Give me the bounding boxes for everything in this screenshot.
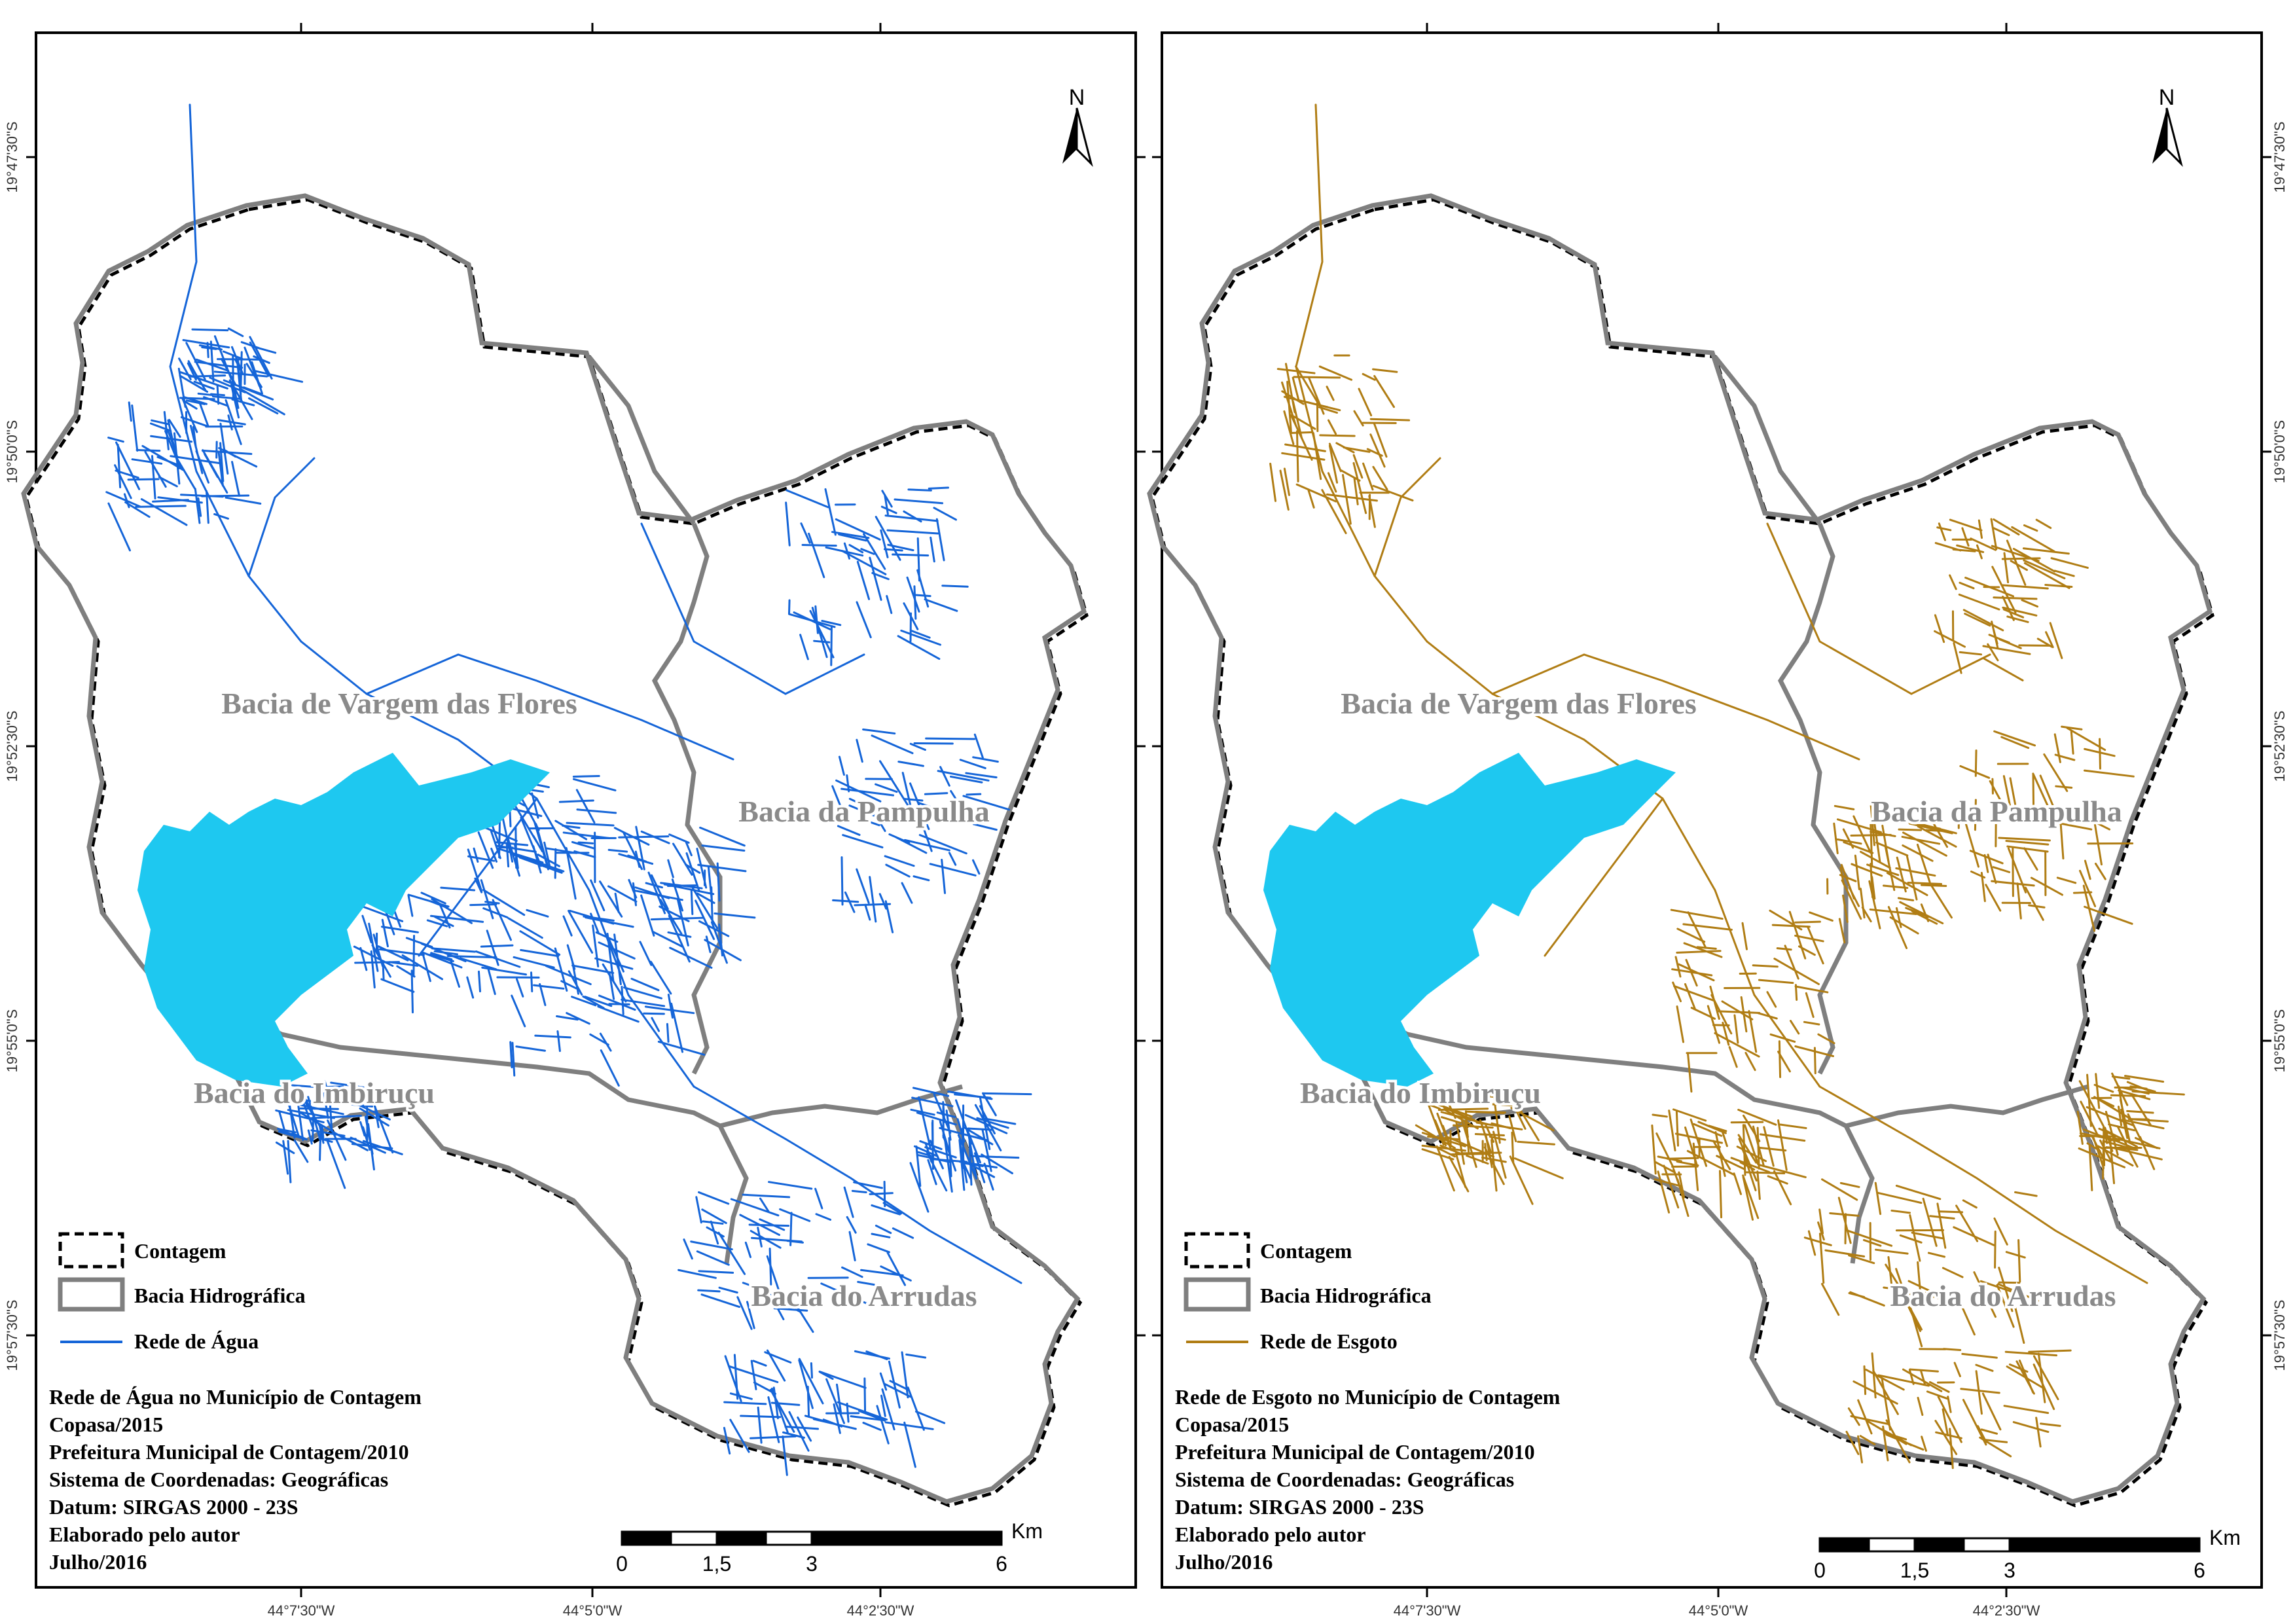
map-info: Rede de Esgoto no Município de Contagem C…: [1175, 1385, 1561, 1574]
svg-text:Rede de Esgoto no Município de: Rede de Esgoto no Município de Contagem: [1175, 1385, 1561, 1409]
svg-text:Sistema de Coordenadas: Geográ: Sistema de Coordenadas: Geográficas: [49, 1468, 388, 1491]
svg-text:Datum: SIRGAS 2000 - 23S: Datum: SIRGAS 2000 - 23S: [49, 1495, 298, 1519]
map-info: Rede de Água no Município de Contagem Cop…: [49, 1385, 422, 1574]
basin-label: Bacia de Vargem das Flores: [221, 687, 577, 720]
latitude-label: 19°52'30"S: [2271, 711, 2288, 782]
svg-text:0: 0: [616, 1552, 628, 1576]
basin-label: Bacia do Arrudas: [1890, 1279, 2116, 1312]
map-frame: [1161, 31, 2263, 1589]
svg-text:Elaborado pelo autor: Elaborado pelo autor: [1175, 1523, 1366, 1546]
svg-text:Rede de Água no Município de C: Rede de Água no Município de Contagem: [49, 1385, 422, 1409]
svg-text:Julho/2016: Julho/2016: [1175, 1550, 1273, 1574]
latitude-label: 19°57'30"S: [2271, 1300, 2288, 1371]
network-lines: [105, 103, 1032, 1476]
svg-text:Km: Km: [2209, 1526, 2241, 1549]
svg-text:Copasa/2015: Copasa/2015: [49, 1413, 163, 1436]
legend: Contagem Bacia Hidrográfica Rede de Água: [58, 1232, 306, 1353]
latitude-label: 19°47'30"S: [2271, 122, 2288, 193]
svg-text:Bacia Hidrográfica: Bacia Hidrográfica: [1260, 1284, 1432, 1307]
svg-text:6: 6: [996, 1552, 1007, 1576]
svg-text:Prefeitura Municipal de Contag: Prefeitura Municipal de Contagem/2010: [49, 1440, 409, 1464]
longitude-label: 44°2'30"W: [847, 1602, 914, 1619]
sewer-network-map: 19°47'30"S 19°50'0"S 19°52'30"S 19°55'0"S 19…: [1149, 23, 2288, 1619]
north-arrow-icon: N: [1062, 85, 1093, 167]
latitude-label: 19°50'0"S: [4, 420, 20, 484]
latitude-label: 19°47'30"S: [4, 122, 20, 193]
svg-text:Rede de Esgoto: Rede de Esgoto: [1260, 1329, 1398, 1353]
svg-text:Bacia Hidrográfica: Bacia Hidrográfica: [134, 1284, 306, 1307]
svg-text:Contagem: Contagem: [1260, 1239, 1352, 1263]
legend: Contagem Bacia Hidrográfica Rede de Esgoto: [1184, 1232, 1432, 1353]
north-arrow-icon: N: [2152, 85, 2183, 167]
map-frame: [35, 31, 1137, 1589]
svg-text:Copasa/2015: Copasa/2015: [1175, 1413, 1289, 1436]
water-network-map: 19°47'30"S 19°50'0"S 19°52'30"S 19°55'0"S 19…: [4, 23, 1146, 1619]
svg-text:0: 0: [1814, 1559, 1826, 1582]
svg-text:6: 6: [2194, 1559, 2205, 1582]
svg-text:Datum: SIRGAS 2000 - 23S: Datum: SIRGAS 2000 - 23S: [1175, 1495, 1424, 1519]
basin-label: Bacia da Pampulha: [1871, 795, 2122, 828]
svg-text:N: N: [2159, 85, 2175, 110]
svg-text:Sistema de Coordenadas: Geográ: Sistema de Coordenadas: Geográficas: [1175, 1468, 1514, 1491]
svg-text:3: 3: [2004, 1559, 2015, 1582]
scale-bar: 0 1,5 3 6Km: [616, 1519, 1043, 1576]
latitude-label: 19°55'0"S: [4, 1009, 20, 1073]
svg-text:Rede de Água: Rede de Água: [134, 1329, 259, 1353]
svg-text:N: N: [1069, 85, 1085, 110]
longitude-label: 44°2'30"W: [1973, 1602, 2040, 1619]
network-lines: [1269, 103, 2185, 1470]
svg-text:1,5: 1,5: [1900, 1559, 1929, 1582]
basin-label: Bacia do Imbiruçu: [1300, 1076, 1541, 1110]
longitude-label: 44°5'0"W: [563, 1602, 623, 1619]
svg-text:Contagem: Contagem: [134, 1239, 226, 1263]
latitude-label: 19°52'30"S: [4, 711, 20, 782]
basin-label: Bacia do Arrudas: [751, 1279, 977, 1312]
svg-text:Elaborado pelo autor: Elaborado pelo autor: [49, 1523, 240, 1546]
longitude-label: 44°5'0"W: [1689, 1602, 1748, 1619]
basin-label: Bacia do Imbiruçu: [194, 1076, 435, 1110]
longitude-label: 44°7'30"W: [1394, 1602, 1461, 1619]
svg-text:3: 3: [806, 1552, 818, 1576]
scale-bar: 0 1,5 3 6Km: [1814, 1526, 2241, 1582]
latitude-label: 19°57'30"S: [4, 1300, 20, 1371]
svg-text:1,5: 1,5: [702, 1552, 731, 1576]
longitude-label: 44°7'30"W: [268, 1602, 335, 1619]
svg-text:Prefeitura Municipal de Contag: Prefeitura Municipal de Contagem/2010: [1175, 1440, 1535, 1464]
latitude-label: 19°55'0"S: [2271, 1009, 2288, 1073]
latitude-label: 19°50'0"S: [2271, 420, 2288, 484]
basin-label: Bacia da Pampulha: [738, 795, 989, 828]
svg-text:Km: Km: [1011, 1519, 1043, 1543]
svg-text:Julho/2016: Julho/2016: [49, 1550, 147, 1574]
basin-label: Bacia de Vargem das Flores: [1341, 687, 1696, 720]
